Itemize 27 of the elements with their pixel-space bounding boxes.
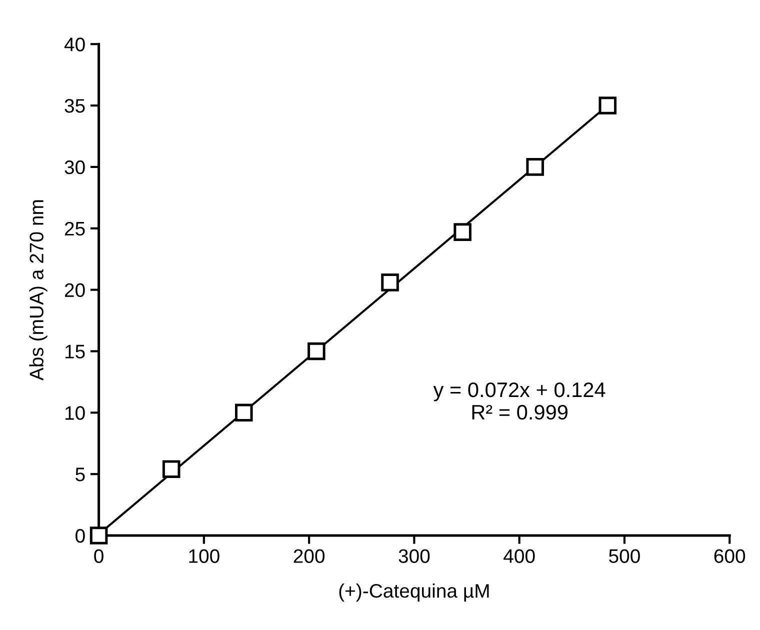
- point: [162, 460, 180, 478]
- y-axis-title: Abs (mUA) a 270 nm: [29, 200, 48, 381]
- y-tick-label: 30: [64, 160, 85, 174]
- point: [381, 274, 399, 292]
- x-tick-label: 500: [609, 549, 640, 563]
- y-tick-label: 20: [64, 283, 85, 298]
- x-tick-label: 0: [94, 549, 104, 563]
- point: [308, 342, 326, 360]
- point: [234, 404, 253, 422]
- y-tick-label: 5: [76, 468, 85, 482]
- point: [526, 158, 544, 176]
- y-tick-label: 15: [65, 344, 85, 358]
- annotation: y = 0.072x + 0.124 R² = 0.999: [433, 382, 606, 420]
- x-tick-label: 200: [294, 549, 325, 563]
- y-tick-label: 25: [64, 222, 85, 236]
- x-tick-label: 600: [714, 549, 746, 563]
- point: [454, 223, 472, 241]
- y-tick-label: 10: [65, 406, 85, 420]
- x-tick-label: 400: [504, 549, 535, 563]
- point: [90, 526, 108, 544]
- y-tick-label: 35: [64, 98, 85, 113]
- point: [598, 96, 617, 114]
- y-tick-label: 0: [76, 528, 85, 543]
- x-tick-label: 100: [189, 549, 220, 563]
- x-axis-title: (+)-Catequina µM: [339, 583, 489, 602]
- x-tick-label: 300: [398, 549, 430, 563]
- y-tick-label: 40: [64, 38, 85, 52]
